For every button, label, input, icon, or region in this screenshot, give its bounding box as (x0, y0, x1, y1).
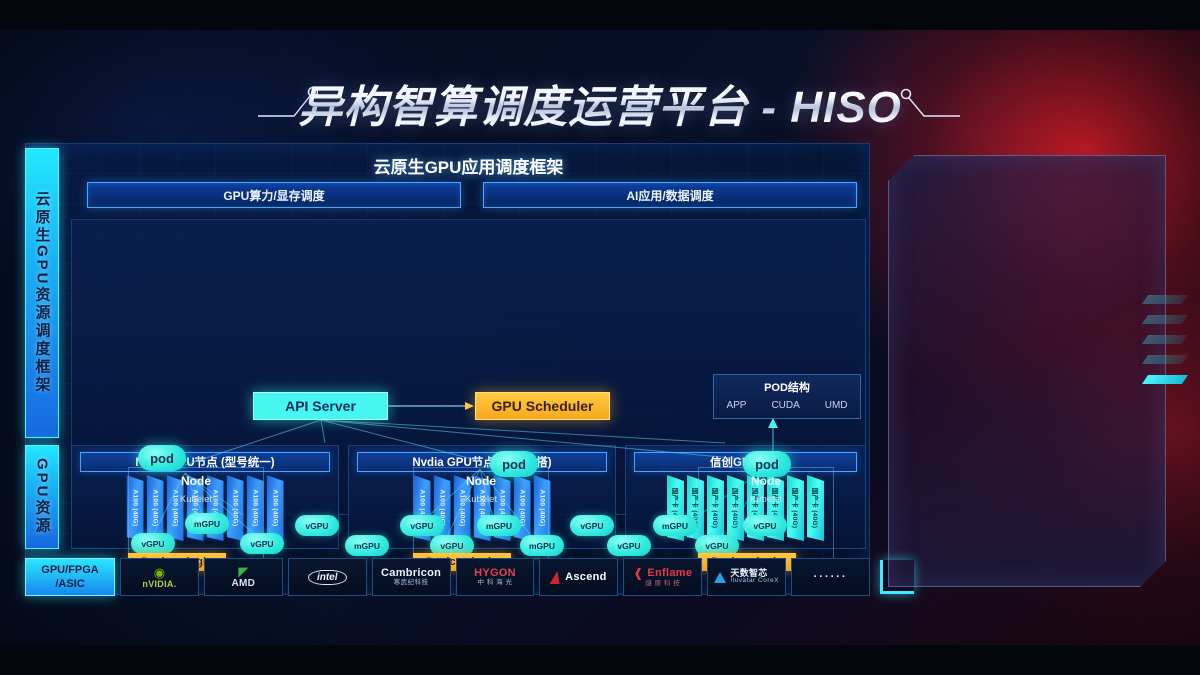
vendor-more[interactable]: ······ (791, 558, 871, 596)
sidebar-label-resources: GPU资源 (25, 445, 59, 549)
pod-structure-item-app: APP (726, 400, 747, 411)
vendor-cambricon[interactable]: Cambricon 寒武纪科技 (371, 558, 451, 596)
pod-badge-1[interactable]: pod (138, 445, 186, 471)
enflame-flame-icon: ❰ (633, 566, 644, 581)
title-decoration-right (900, 84, 960, 124)
vendor-more-name: ······ (813, 570, 848, 583)
vendor-enflame-row: ❰ Enflame (633, 566, 692, 580)
vendor-nvidia-name: nVIDIA. (142, 578, 177, 589)
gpu-card[interactable]: A100 (40G) (266, 475, 284, 541)
ascend-mark-icon (549, 570, 563, 584)
pod-structure-item-umd: UMD (824, 400, 848, 411)
pod-structure-items: APP CUDA UMD (714, 400, 860, 411)
k8s-node-2-kubelet: Kubelet (464, 494, 498, 505)
vendor-amd-name: AMD (231, 578, 256, 589)
gpu-chip-1-3[interactable]: vGPU (240, 533, 284, 554)
iluvatar-mountain-icon (714, 571, 727, 583)
framework-button-gpu-scheduling[interactable]: GPU算力/显存调度 (87, 182, 461, 208)
gpu-card[interactable]: A100 (40G) (533, 475, 551, 541)
title-decoration-left (258, 82, 319, 122)
gpu-chip-3-2[interactable]: mGPU (653, 515, 697, 536)
gpu-chip-1-2[interactable]: mGPU (185, 513, 229, 534)
pod-structure-box: POD结构 APP CUDA UMD (713, 374, 861, 419)
pod-badge-3[interactable]: pod (743, 451, 791, 477)
k8s-node-1-kubelet: Kubelet (179, 494, 213, 505)
k8s-node-1-title: Node (181, 474, 211, 488)
vendor-category-label: GPU/FPGA /ASIC (25, 558, 115, 596)
panel-corner-accent (880, 560, 914, 594)
vendor-iluvatar-name: 天数智芯 (730, 568, 768, 579)
vendor-enflame[interactable]: ❰ Enflame 燧 原 科 技 (623, 558, 703, 596)
framework-button-ai-data-scheduling[interactable]: AI应用/数据调度 (483, 182, 857, 208)
gpu-chip-2-4[interactable]: mGPU (520, 535, 564, 556)
sidebar-label-framework-text: 云原生GPU资源调度框架 (33, 191, 51, 395)
top-letterbox-bar (0, 0, 1200, 30)
gpu-chip-1-5[interactable]: mGPU (345, 535, 389, 556)
api-server-node[interactable]: API Server (253, 392, 388, 420)
pod-badge-2[interactable]: pod (490, 451, 538, 477)
pod-structure-item-cuda: CUDA (771, 400, 800, 411)
amd-arrow-icon: ◤ (238, 564, 249, 579)
vendor-amd[interactable]: ◤ AMD (203, 558, 283, 596)
panel-stripe-decoration (1141, 295, 1189, 435)
gpu-chip-2-5[interactable]: vGPU (570, 515, 614, 536)
vendor-intel[interactable]: intel (287, 558, 367, 596)
architecture-diagram: 云原生GPU资源调度框架 GPU资源 云原生GPU应用调度框架 GPU算力/显存… (25, 143, 870, 595)
framework-title: 云原生GPU应用调度框架 (373, 158, 564, 177)
gpu-card[interactable]: 国产卡 (40G) (807, 475, 824, 541)
vendor-hygon-sub: 中 科 海 光 (477, 578, 513, 586)
nvidia-eye-icon: ◉ (153, 564, 166, 580)
vendor-category-line1: GPU/FPGA (41, 564, 99, 577)
vendor-hygon-name: HYGON (474, 566, 516, 579)
vendor-cambricon-name: Cambricon (381, 566, 442, 579)
gpu-card-label: A100 (40G) (271, 489, 279, 527)
gpu-chip-3-4[interactable]: vGPU (743, 515, 787, 536)
feature-panel (888, 155, 1166, 587)
sidebar-label-framework: 云原生GPU资源调度框架 (25, 148, 59, 438)
vendor-hygon[interactable]: HYGON 中 科 海 光 (455, 558, 535, 596)
vendor-cambricon-sub: 寒武纪科技 (393, 578, 429, 586)
gpu-chip-2-1[interactable]: vGPU (400, 515, 444, 536)
vendor-iluvatar[interactable]: 天数智芯 Iluvatar CoreX (707, 558, 787, 596)
gpu-chip-3-1[interactable]: vGPU (607, 535, 651, 556)
page-title: 异构智算调度运营平台 - HISO (298, 71, 902, 135)
gpu-scheduler-node[interactable]: GPU Scheduler (475, 392, 610, 420)
pod-structure-title: POD结构 (764, 382, 810, 394)
vendor-iluvatar-row: 天数智芯 Iluvatar CoreX (714, 569, 779, 585)
k8s-node-3-kubelet: Kubelet (749, 494, 783, 505)
vendor-nvidia[interactable]: ◉ nVIDIA. (120, 558, 199, 596)
gpu-chip-2-3[interactable]: mGPU (477, 515, 521, 536)
vendor-logo-bar: GPU/FPGA /ASIC ◉ nVIDIA. ◤ AMD intel Cam… (25, 558, 871, 596)
gpu-chip-1-1[interactable]: vGPU (131, 533, 175, 554)
vendor-ascend-name: Ascend (565, 570, 607, 583)
vendor-category-line2: /ASIC (55, 577, 85, 590)
gpu-card[interactable]: 国产卡 (40G) (787, 475, 804, 541)
vendor-ascend-row: Ascend (549, 570, 607, 584)
gpu-card[interactable]: A100 (40G) (126, 475, 144, 541)
framework-button-row: GPU算力/显存调度 AI应用/数据调度 (87, 182, 857, 208)
vendor-ascend[interactable]: Ascend (539, 558, 619, 596)
sidebar-label-resources-text: GPU资源 (33, 458, 51, 536)
vendor-enflame-sub: 燧 原 科 技 (645, 580, 681, 588)
vendor-enflame-name: Enflame (647, 566, 693, 579)
vendor-intel-name: intel (307, 569, 347, 585)
bottom-letterbox-bar (0, 645, 1200, 675)
vendor-iluvatar-sub: Iluvatar CoreX (730, 577, 779, 585)
gpu-chip-1-4[interactable]: vGPU (295, 515, 339, 536)
page-title-container: 异构智算调度运营平台 - HISO (0, 72, 1200, 134)
